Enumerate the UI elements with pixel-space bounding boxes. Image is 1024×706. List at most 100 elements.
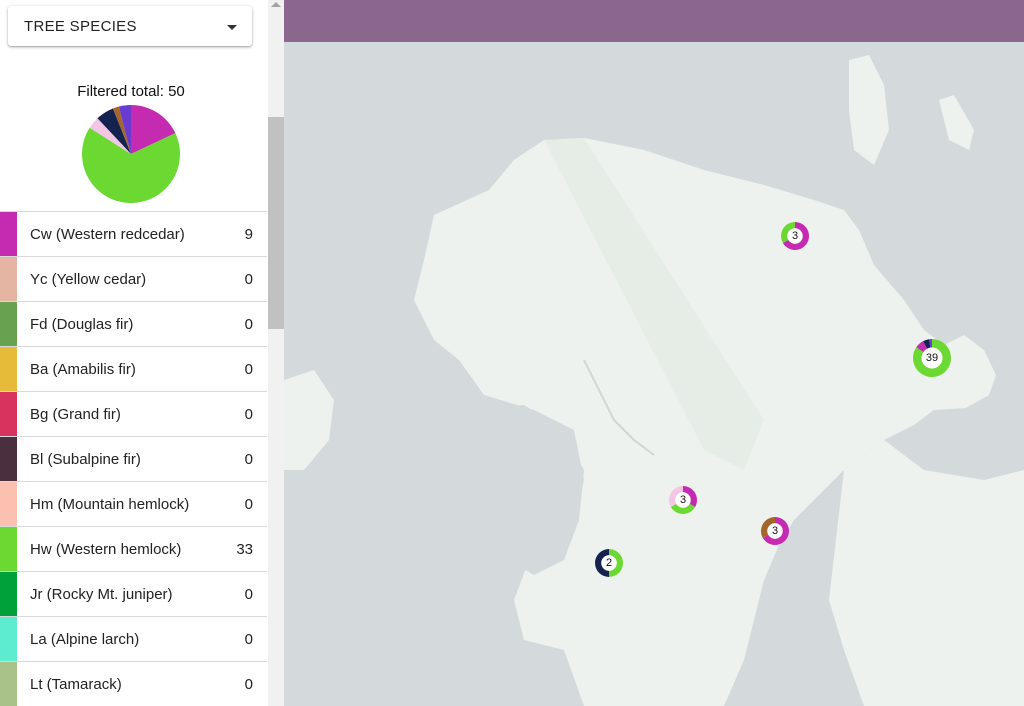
cluster-center	[767, 523, 783, 539]
species-color-swatch	[0, 302, 17, 346]
map-cluster-marker[interactable]: 3	[781, 222, 809, 250]
species-color-swatch	[0, 347, 17, 391]
river	[583, 359, 655, 456]
cluster-count: 39	[925, 352, 939, 364]
land-band	[544, 138, 764, 470]
cluster-segment	[609, 549, 623, 577]
cluster-segment	[595, 549, 609, 577]
species-filter-dropdown[interactable]: TREE SPECIES	[8, 6, 252, 46]
cluster-count: 3	[771, 525, 779, 537]
species-color-swatch	[0, 257, 17, 301]
cluster-donut	[913, 339, 951, 377]
species-count: 0	[244, 586, 253, 603]
species-row[interactable]: Cw (Western redcedar) 9	[0, 211, 267, 256]
species-row[interactable]: Fd (Douglas fir) 0	[0, 301, 267, 346]
map-cluster-marker[interactable]: 3	[761, 517, 789, 545]
scrollbar-thumb[interactable]	[268, 117, 284, 329]
species-count: 0	[244, 406, 253, 423]
pie-slice-other-brown	[112, 106, 131, 154]
map-header-bar	[284, 0, 1024, 42]
caret-down-icon	[227, 25, 237, 30]
species-count: 0	[244, 271, 253, 288]
cluster-segment	[928, 339, 932, 348]
species-row[interactable]: Yc (Yellow cedar) 0	[0, 256, 267, 301]
cluster-segment	[762, 517, 789, 545]
species-row[interactable]: Hm (Mountain hemlock) 0	[0, 481, 267, 526]
cluster-donut	[595, 549, 623, 577]
species-color-swatch	[0, 617, 17, 661]
species-count: 9	[244, 226, 253, 243]
land-east	[829, 440, 1024, 706]
island-north-1	[849, 55, 889, 165]
cluster-count: 2	[605, 557, 613, 569]
species-name: Cw (Western redcedar)	[30, 226, 185, 243]
species-name: Hm (Mountain hemlock)	[30, 496, 190, 513]
species-row[interactable]: Ba (Amabilis fir) 0	[0, 346, 267, 391]
species-panel: TREE SPECIES Filtered total: 50 Cw (West…	[0, 0, 268, 706]
cluster-center	[601, 555, 617, 571]
species-name: Yc (Yellow cedar)	[30, 271, 147, 288]
species-name: Jr (Rocky Mt. juniper)	[30, 586, 173, 603]
species-count: 33	[236, 541, 253, 558]
species-color-swatch	[0, 437, 17, 481]
species-name: Hw (Western hemlock)	[30, 541, 182, 558]
cluster-segment	[782, 222, 809, 250]
pie-slice-other-purple	[118, 105, 131, 154]
pie-slice-Hw	[82, 127, 180, 203]
cluster-center	[921, 347, 943, 369]
species-count: 0	[244, 496, 253, 513]
species-row[interactable]: La (Alpine larch) 0	[0, 616, 267, 661]
species-row[interactable]: Hw (Western hemlock) 33	[0, 526, 267, 571]
cluster-center	[675, 492, 691, 508]
species-color-swatch	[0, 527, 17, 571]
cluster-segment	[916, 341, 928, 353]
species-name: Ba (Amabilis fir)	[30, 361, 136, 378]
species-name: Fd (Douglas fir)	[30, 316, 134, 333]
cluster-count: 3	[679, 494, 687, 506]
species-color-swatch	[0, 482, 17, 526]
species-name: Bl (Subalpine fir)	[30, 451, 141, 468]
cluster-segment	[670, 503, 696, 514]
species-color-swatch	[0, 212, 17, 256]
species-count: 0	[244, 316, 253, 333]
map-view[interactable]: 3 39 3 3 2	[284, 0, 1024, 706]
species-count: 0	[244, 676, 253, 693]
cluster-segment	[923, 339, 931, 349]
species-count: 0	[244, 631, 253, 648]
inlet-water	[474, 405, 584, 575]
map-cluster-marker[interactable]: 3	[669, 486, 697, 514]
dropdown-label: TREE SPECIES	[24, 18, 137, 35]
cluster-segment	[669, 486, 683, 507]
species-count: 0	[244, 361, 253, 378]
cluster-segment	[683, 486, 697, 507]
island-north-2	[939, 95, 974, 150]
species-count: 0	[244, 451, 253, 468]
cluster-donut	[761, 517, 789, 545]
species-row[interactable]: Bg (Grand fir) 0	[0, 391, 267, 436]
species-row[interactable]: Jr (Rocky Mt. juniper) 0	[0, 571, 267, 616]
pie-slice-other-navy	[97, 108, 131, 154]
map-basemap[interactable]	[284, 0, 1024, 706]
species-row[interactable]: Lt (Tamarack) 0	[0, 661, 267, 706]
cluster-center	[787, 228, 803, 244]
pie-slice-other-pink	[89, 118, 131, 154]
map-cluster-marker[interactable]: 39	[913, 339, 951, 377]
cluster-segment	[913, 339, 951, 377]
species-name: La (Alpine larch)	[30, 631, 140, 648]
species-name: Lt (Tamarack)	[30, 676, 122, 693]
scroll-up-arrow-icon[interactable]	[271, 2, 281, 7]
filtered-total: Filtered total: 50	[77, 83, 185, 100]
species-pie-chart	[82, 105, 180, 203]
cluster-segment	[781, 222, 795, 243]
cluster-donut	[669, 486, 697, 514]
species-name: Bg (Grand fir)	[30, 406, 121, 423]
map-cluster-marker[interactable]: 2	[595, 549, 623, 577]
panel-scrollbar[interactable]	[268, 0, 284, 706]
cluster-donut	[781, 222, 809, 250]
species-color-swatch	[0, 662, 17, 706]
species-list: Cw (Western redcedar) 9 Yc (Yellow cedar) 0…	[0, 211, 267, 706]
species-color-swatch	[0, 572, 17, 616]
pie-slice-Cw	[131, 105, 176, 154]
species-color-swatch	[0, 392, 17, 436]
species-row[interactable]: Bl (Subalpine fir) 0	[0, 436, 267, 481]
